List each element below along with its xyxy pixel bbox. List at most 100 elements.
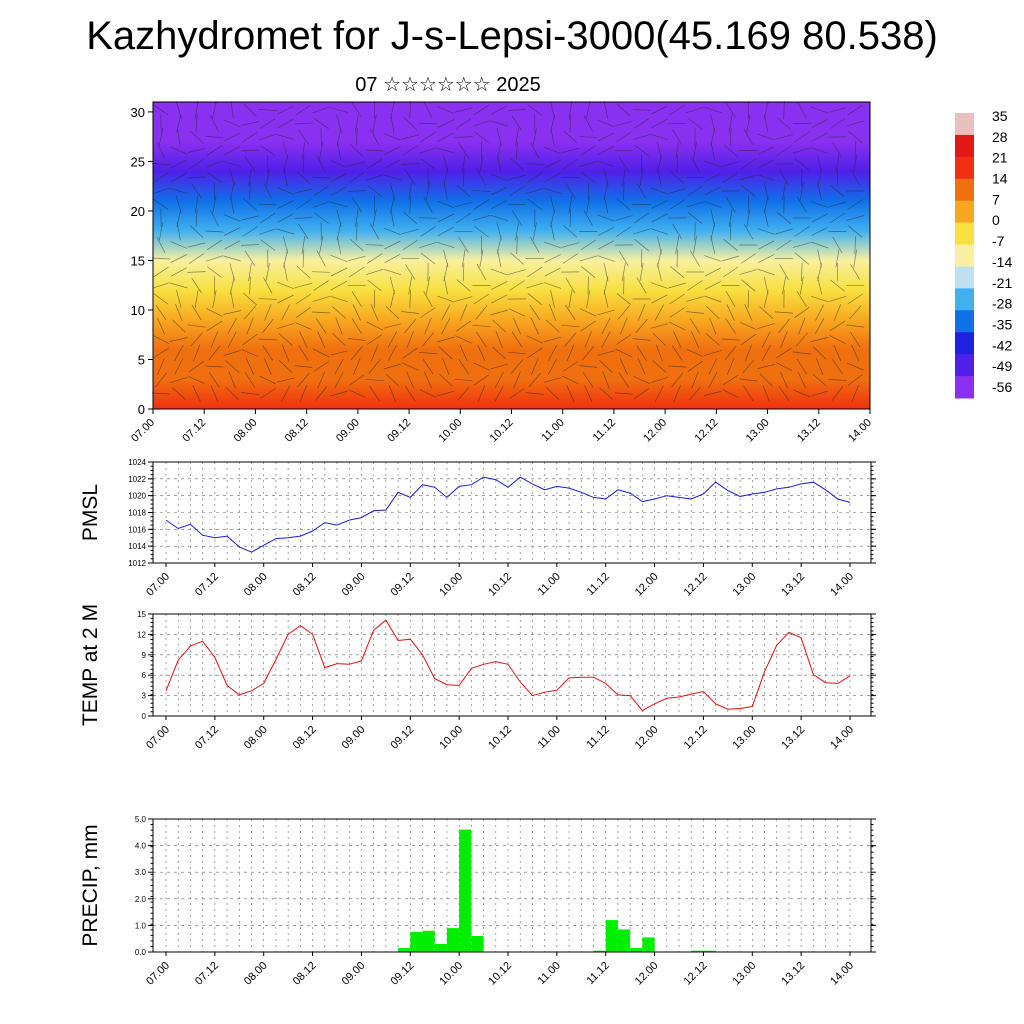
wind-barb	[302, 154, 305, 174]
x-tick-label: 08.12	[283, 417, 311, 445]
wind-barb	[763, 182, 769, 200]
y-tick-label: 4.0	[135, 842, 147, 851]
x-tick-label: 10.12	[486, 724, 514, 752]
wind-barb	[230, 195, 235, 214]
wind-barb	[817, 155, 822, 173]
wind-barb	[739, 378, 758, 382]
wind-barb	[778, 318, 790, 334]
wind-barb	[636, 345, 647, 361]
wind-barb	[473, 131, 489, 143]
wind-barb	[792, 351, 811, 355]
wind-barb	[672, 129, 683, 145]
wind-barb	[477, 344, 486, 362]
wind-barb	[437, 241, 455, 249]
wind-barb	[294, 365, 313, 368]
wind-barb	[817, 249, 822, 268]
colorbar-label: -49	[992, 358, 1012, 374]
wind-barb	[402, 347, 418, 359]
x-tick-label: 10.00	[437, 571, 465, 599]
colorbar-label: 28	[992, 129, 1008, 145]
wind-barb	[561, 324, 580, 328]
wind-barb	[187, 324, 206, 328]
wind-barb	[531, 358, 539, 375]
wind-barb	[835, 155, 840, 173]
wind-barb	[829, 320, 846, 332]
wind-barb	[365, 244, 384, 246]
x-tick-label: 07.00	[144, 960, 172, 988]
x-tick-label: 08.12	[291, 724, 319, 752]
wind-barb	[241, 349, 259, 357]
wind-barb	[743, 385, 754, 402]
x-tick-label: 12.12	[682, 724, 710, 752]
wind-barb	[778, 385, 790, 402]
wind-barb	[402, 145, 418, 156]
wind-barb	[369, 385, 380, 402]
x-tick-label: 08.00	[242, 960, 270, 988]
wind-barb	[798, 317, 806, 335]
wind-barb	[276, 323, 295, 329]
wind-barb	[794, 131, 810, 143]
wind-barb	[846, 215, 864, 221]
wind-barb	[831, 386, 844, 401]
wind-barb	[512, 317, 522, 335]
x-tick-label: 11.12	[584, 960, 611, 987]
wind-barb	[424, 317, 432, 335]
y-tick-label: 1012	[128, 559, 146, 568]
wind-barb	[721, 255, 740, 262]
x-tick-label: 08.00	[232, 417, 260, 445]
wind-barb	[829, 335, 846, 344]
wind-barb	[650, 133, 669, 141]
wind-barb	[223, 255, 241, 262]
wind-barb	[566, 385, 575, 402]
precip-bar	[434, 944, 447, 952]
wind-barb	[597, 145, 615, 156]
x-tick-label: 08.12	[291, 960, 319, 988]
wind-barb	[758, 254, 775, 263]
wind-barb	[456, 279, 471, 292]
wind-barb	[301, 141, 306, 160]
wind-barb	[799, 276, 804, 295]
wind-barb	[298, 129, 309, 145]
wind-barb	[330, 295, 348, 303]
wind-barb	[651, 118, 668, 129]
wind-barb	[669, 307, 685, 318]
wind-barb	[742, 359, 755, 374]
wind-barb	[635, 318, 648, 334]
wind-barb	[619, 358, 628, 375]
wind-barb	[283, 263, 288, 281]
wind-barb	[387, 331, 398, 348]
wind-barb	[758, 146, 775, 155]
wind-barb	[409, 289, 411, 309]
wind-barb	[260, 388, 276, 399]
wind-barb	[580, 145, 596, 156]
wind-barb	[550, 290, 555, 308]
cross-section-plot: 0 5 10 15 20 25 30 07.00 07.12 08.00 08.12 09.00 09.…	[129, 100, 874, 445]
x-tick-label: 14.00	[828, 571, 856, 599]
wind-barb	[170, 254, 188, 263]
wind-barb	[223, 132, 241, 142]
y-tick-label: 10	[131, 303, 145, 318]
wind-barb	[618, 372, 630, 388]
wind-barb	[276, 377, 295, 383]
wind-barbs	[151, 100, 865, 403]
x-tick-label: 12.00	[633, 724, 661, 752]
wind-barb	[348, 161, 366, 167]
wind-barb	[152, 282, 170, 289]
colorbar-label: -7	[992, 233, 1005, 249]
wind-barb	[545, 387, 560, 400]
wind-barb	[710, 222, 716, 241]
wind-barb	[601, 317, 611, 335]
wind-barb	[508, 308, 526, 317]
wind-barb	[441, 317, 451, 335]
wind-barb	[299, 384, 308, 403]
wind-barb	[562, 158, 579, 170]
wind-barb	[775, 134, 793, 140]
wind-barb	[758, 159, 775, 169]
wind-barb	[401, 163, 420, 165]
wind-barb	[370, 128, 380, 146]
wind-barb	[632, 228, 651, 235]
wind-barb	[835, 249, 840, 268]
wind-barb	[527, 266, 543, 278]
wind-barb	[459, 344, 468, 362]
wind-barb	[723, 144, 738, 157]
